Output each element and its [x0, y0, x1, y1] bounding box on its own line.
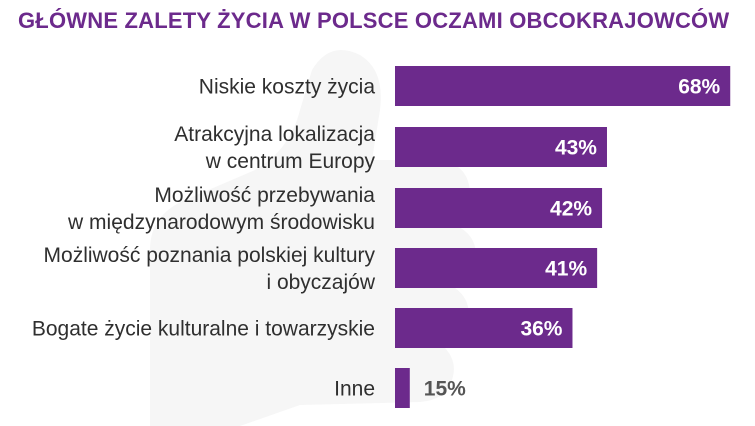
category-label-2: Atrakcyjna lokalizacja w centrum Europy	[174, 123, 375, 173]
value-label-6: 15%	[424, 378, 466, 401]
bar-5	[395, 308, 573, 348]
category-label-5: Bogate życie kulturalne i towarzyskie	[32, 317, 375, 340]
category-label-1: Niskie koszty życia	[199, 75, 376, 98]
chart-title: GŁÓWNE ZALETY ŻYCIA W POLSCE OCZAMI OBCO…	[18, 8, 730, 33]
category-label-6: Inne	[334, 377, 375, 400]
category-label-3: Możliwość przebywania w międzynarodowym ś…	[67, 184, 375, 234]
value-label-5: 36%	[520, 318, 562, 341]
value-label-1: 68%	[678, 76, 720, 99]
bar-3	[395, 188, 603, 228]
value-label-2: 43%	[555, 137, 597, 160]
category-label-4: Możliwość poznania polskiej kultury i oby…	[44, 244, 376, 294]
thumbs-up-watermark-icon	[150, 50, 477, 426]
bar-1	[395, 66, 731, 106]
value-label-4: 41%	[545, 258, 587, 281]
bar-6	[395, 368, 410, 408]
bar-4	[395, 248, 598, 288]
value-label-3: 42%	[550, 198, 592, 221]
bar-2	[395, 127, 607, 167]
